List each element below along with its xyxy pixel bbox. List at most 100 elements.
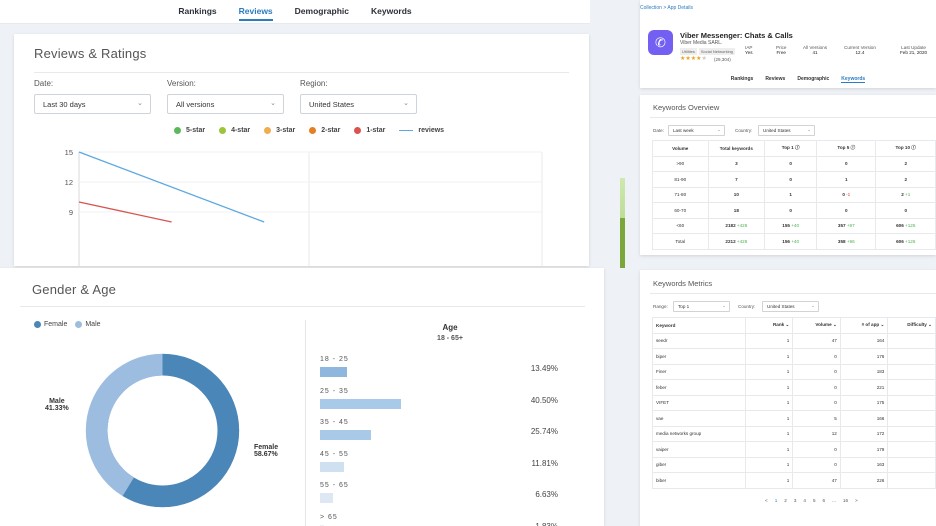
table-row: 60-70 18 0 0 0 <box>652 202 936 219</box>
table-cell: 606 +125 <box>875 217 936 234</box>
page-link[interactable]: 2 <box>784 498 787 503</box>
table-row[interactable]: feber 1 0 221 <box>652 379 936 396</box>
page-link[interactable]: 6 <box>822 498 826 503</box>
table-row[interactable]: vaiper 1 0 179 <box>652 441 936 458</box>
tab-demographic[interactable]: Demographic <box>797 76 830 82</box>
age-bar[interactable] <box>320 461 344 472</box>
tab-demographic[interactable]: Demographic <box>294 6 349 16</box>
table-row[interactable]: giber 1 0 163 <box>652 456 936 473</box>
y-tick-label: 9 <box>69 208 73 217</box>
donut-slice-male[interactable] <box>85 353 240 508</box>
reviews-panel-title: Reviews & Ratings <box>34 46 147 61</box>
table-cell: 2182 +426 <box>707 217 766 234</box>
age-bar[interactable] <box>320 367 347 377</box>
table-cell: 0 <box>816 155 877 172</box>
difficulty-cell <box>887 348 936 365</box>
tab-list: Rankings Reviews Demographic Keywords <box>0 6 590 21</box>
legend-5-star[interactable]: 5-star <box>174 127 205 134</box>
cell-value: 155 <box>782 223 790 229</box>
male-annotation: Male 41.33% <box>45 398 69 412</box>
table-row: Total 2212 +426 156 +40 358 +96 606 +126 <box>652 233 936 250</box>
table-row[interactable]: media networks group 1 12 172 <box>652 425 936 442</box>
tab-rankings[interactable]: Rankings <box>730 76 754 82</box>
age-group-percent: 13.49% <box>530 364 558 373</box>
app-stat: IAP Yes <box>745 45 753 55</box>
kw-range-select[interactable]: Top 1 ⌄ <box>673 301 730 312</box>
col-num-apps[interactable]: # of app ⌄ <box>839 317 889 334</box>
app-stat-label: Current Version <box>844 45 876 50</box>
section-divider <box>305 320 306 526</box>
col-top-10: Top 10 ⓘ <box>875 140 936 157</box>
region-select[interactable]: United States ⌄ <box>300 94 417 114</box>
tab-keywords[interactable]: Keywords <box>841 76 866 83</box>
keywords-metrics-panel: Keywords Metrics Range: Top 1 ⌄ Country:… <box>640 270 936 526</box>
page-link[interactable]: ... <box>832 498 836 503</box>
table-row[interactable]: biber 1 47 226 <box>652 472 936 489</box>
age-bar[interactable] <box>320 524 324 526</box>
kw-date-select[interactable]: Last week ⌄ <box>668 125 725 136</box>
col-difficulty[interactable]: Difficulty ⌄ <box>887 317 936 334</box>
age-bar[interactable] <box>320 493 334 503</box>
sort-icon: ⌄ <box>832 322 837 328</box>
kw-country-select[interactable]: United States ⌄ <box>758 125 815 136</box>
cell-delta: +1 <box>903 192 911 198</box>
page-link[interactable]: > <box>855 498 858 503</box>
table-cell: 179 <box>839 441 889 458</box>
page-link[interactable]: < <box>765 498 768 503</box>
legend-1-star[interactable]: 1-star <box>354 127 385 134</box>
page-link[interactable]: 16 <box>842 498 849 503</box>
tab-reviews[interactable]: Reviews <box>765 76 786 82</box>
legend-female[interactable]: Female <box>34 321 67 328</box>
table-cell: 1 <box>744 472 794 489</box>
version-select[interactable]: All versions ⌄ <box>167 94 284 114</box>
keyword-cell: vaiper <box>652 441 746 458</box>
page-link[interactable]: 4 <box>803 498 806 503</box>
legend-4-star[interactable]: 4-star <box>219 127 250 134</box>
table-cell: 358 +96 <box>816 233 877 250</box>
title-divider <box>34 72 569 73</box>
tab-keywords[interactable]: Keywords <box>371 6 412 16</box>
legend-reviews[interactable]: reviews <box>399 127 444 134</box>
date-select[interactable]: Last 30 days ⌄ <box>34 94 151 114</box>
legend-3-star[interactable]: 3-star <box>264 127 295 134</box>
table-cell: 5 <box>792 410 841 427</box>
page-link[interactable]: 1 <box>774 498 778 503</box>
keyword-cell: VIFET <box>652 394 746 411</box>
cell-value: 606 <box>896 223 904 229</box>
cell-value: >90 <box>676 161 685 167</box>
tab-reviews[interactable]: Reviews <box>238 6 273 21</box>
table-row[interactable]: seedr 1 47 164 <box>652 332 936 349</box>
cell-value: 3 <box>735 161 738 167</box>
table-cell: 357 +97 <box>816 217 877 234</box>
table-row[interactable]: Finer 1 0 183 <box>652 363 936 380</box>
tab-rankings[interactable]: Rankings <box>178 6 217 16</box>
table-cell: 47 <box>792 332 841 349</box>
table-row: >90 3 0 0 2 <box>652 155 936 172</box>
difficulty-cell <box>887 456 936 473</box>
col-keyword[interactable]: Keyword <box>652 317 746 334</box>
breadcrumb[interactable]: Collection > App Details <box>640 5 693 11</box>
table-row[interactable]: vae 1 5 166 <box>652 410 936 427</box>
difficulty-cell <box>887 410 936 427</box>
table-row[interactable]: VIFET 1 0 175 <box>652 394 936 411</box>
legend-2-star[interactable]: 2-star <box>309 127 340 134</box>
legend-male[interactable]: Male <box>75 321 101 328</box>
age-group-label: > 65 <box>320 513 338 521</box>
cell-value: 7 <box>735 176 738 182</box>
table-row[interactable]: biper 1 0 176 <box>652 348 936 365</box>
edge-strip <box>620 218 625 268</box>
legend-dot-icon <box>264 127 272 134</box>
chevron-down-icon: ⌄ <box>137 100 143 107</box>
age-group-percent: 1.83% <box>535 521 558 526</box>
col-rank[interactable]: Rank ⌄ <box>744 317 794 334</box>
page-link[interactable]: 3 <box>793 498 797 503</box>
age-bar[interactable] <box>320 430 372 440</box>
kw-metrics-country-select[interactable]: United States ⌄ <box>762 301 819 312</box>
page-link[interactable]: 5 <box>812 498 816 503</box>
cell-delta: +426 <box>735 238 748 244</box>
age-bar[interactable] <box>320 398 401 409</box>
cell-delta: +40 <box>789 223 800 229</box>
col-volume[interactable]: Volume ⌄ <box>792 317 841 334</box>
rating-count: (29,304) <box>714 57 731 62</box>
table-cell: 10 <box>707 186 766 203</box>
